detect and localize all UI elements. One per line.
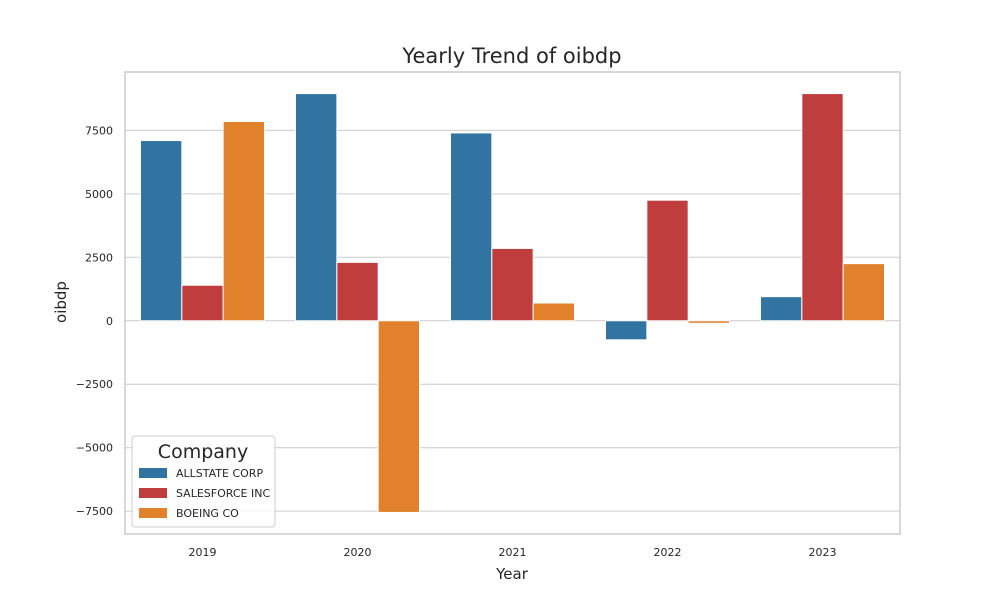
chart-title: Yearly Trend of oibdp [401, 44, 621, 68]
y-tick-label: −2500 [76, 378, 113, 391]
bar [377, 320, 420, 513]
legend-swatch [139, 508, 167, 518]
legend-swatch [139, 468, 167, 478]
x-tick-label: 2023 [809, 546, 837, 559]
plot-frame [124, 71, 901, 535]
bar [491, 247, 534, 322]
bar [532, 302, 576, 322]
bar [842, 263, 886, 322]
y-axis-label: oibdp [52, 281, 70, 323]
bar [140, 140, 183, 322]
bar [222, 121, 266, 322]
legend-swatch [139, 488, 167, 498]
bar [450, 132, 493, 322]
bar [605, 320, 648, 341]
x-tick-label: 2021 [499, 546, 527, 559]
legend-label: ALLSTATE CORP [176, 467, 263, 480]
y-tick-label: 0 [106, 315, 113, 328]
bar [687, 320, 731, 324]
legend-box [131, 435, 276, 528]
y-tick-label: 2500 [85, 251, 113, 264]
bar [646, 199, 689, 322]
legend-title: Company [158, 441, 248, 463]
x-tick-labels: 2019 2020 2021 2022 2023 [189, 546, 837, 559]
legend: Company ALLSTATE CORP SALESFORCE INC BOEIN… [131, 435, 276, 528]
bars [140, 93, 886, 513]
x-tick-label: 2019 [189, 546, 217, 559]
y-tick-label: −5000 [76, 442, 113, 455]
y-tick-labels: −7500 −5000 −2500 0 2500 5000 7500 [76, 124, 113, 518]
legend-label: BOEING CO [176, 507, 239, 520]
y-tick-label: −7500 [76, 505, 113, 518]
bar [336, 261, 379, 322]
x-tick-label: 2020 [344, 546, 372, 559]
bar [181, 284, 224, 322]
x-axis-label: Year [495, 565, 529, 583]
y-tick-label: 5000 [85, 188, 113, 201]
legend-items: ALLSTATE CORP SALESFORCE INC BOEING CO [139, 467, 270, 520]
legend-label: SALESFORCE INC [176, 487, 270, 500]
bar [295, 93, 338, 322]
bar [760, 296, 803, 322]
bar [801, 93, 844, 322]
y-tick-label: 7500 [85, 124, 113, 137]
x-tick-label: 2022 [654, 546, 682, 559]
